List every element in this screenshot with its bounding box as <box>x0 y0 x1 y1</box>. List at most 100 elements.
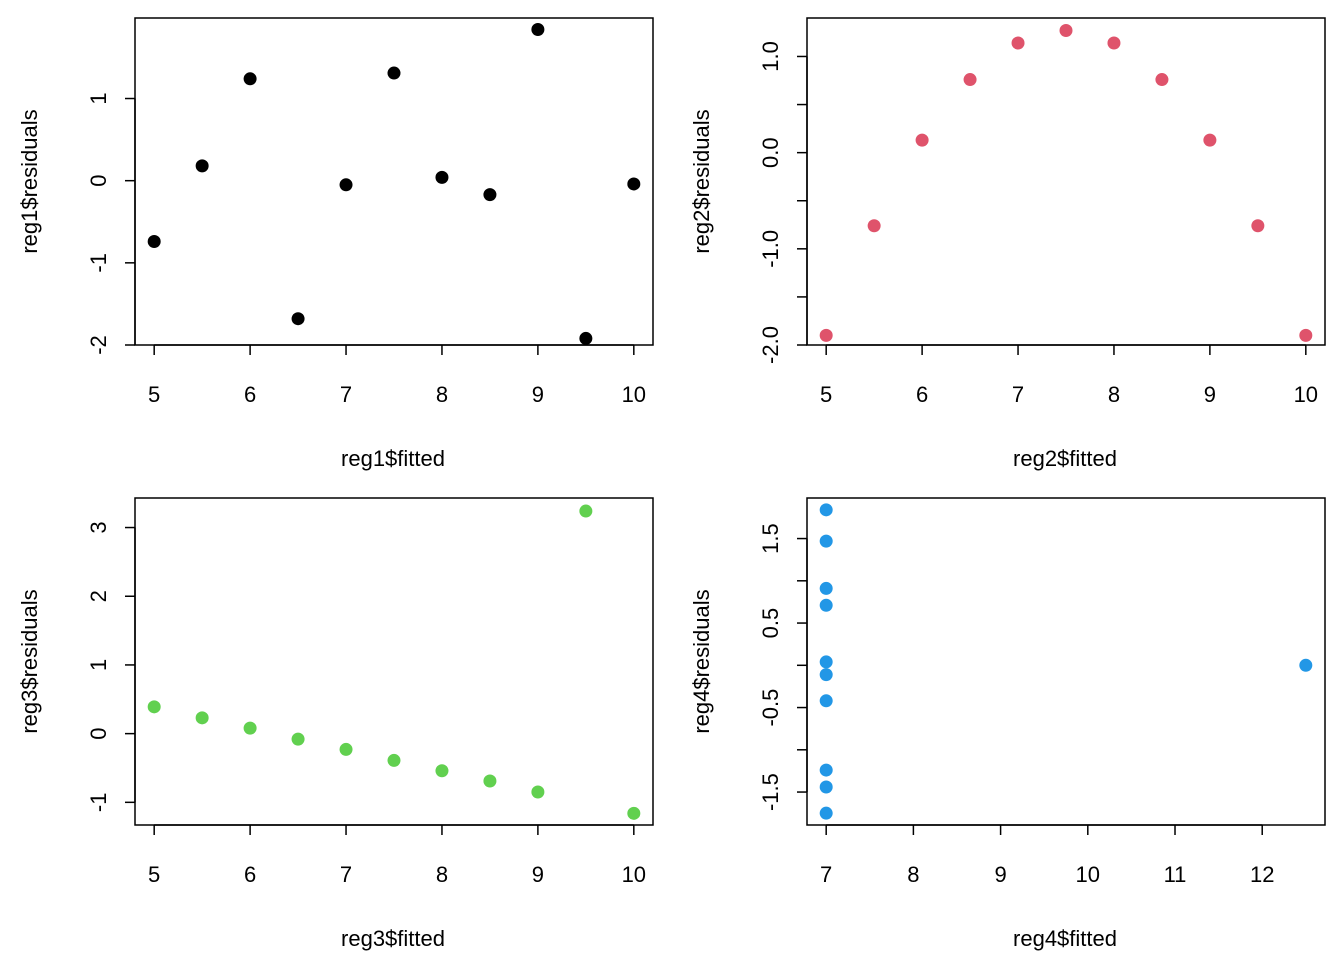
data-point <box>915 133 929 147</box>
x-tick-label: 5 <box>148 382 160 407</box>
y-tick-label: 1 <box>86 92 111 104</box>
x-tick-label: 10 <box>1294 382 1318 407</box>
data-point <box>867 219 881 233</box>
scatter-panel-1: 5 6 7 8 9 10 -2 -1 0 1 reg1$fitted reg1$residuals <box>17 17 654 471</box>
data-point <box>291 312 305 326</box>
data-point <box>1299 328 1313 342</box>
x-tick-label: 8 <box>907 862 919 887</box>
y-tick-label: -1.0 <box>758 230 783 268</box>
data-point <box>483 188 497 202</box>
data-point <box>195 711 209 725</box>
y-axis-label: reg1$residuals <box>17 109 42 253</box>
x-tick-label: 9 <box>532 862 544 887</box>
data-point <box>1155 73 1169 87</box>
x-tick-label: 5 <box>820 382 832 407</box>
y-tick-label: 1 <box>86 659 111 671</box>
data-point <box>1059 24 1073 38</box>
data-point <box>819 806 833 820</box>
x-tick-label: 8 <box>436 862 448 887</box>
plot-frame <box>806 497 1326 826</box>
data-point <box>339 178 353 192</box>
data-point <box>147 234 161 248</box>
data-point <box>387 66 401 80</box>
x-tick-label: 10 <box>622 862 646 887</box>
data-point <box>531 785 545 799</box>
y-axis-label: reg2$residuals <box>689 109 714 253</box>
x-tick-label: 10 <box>622 382 646 407</box>
data-point <box>819 694 833 708</box>
data-point <box>819 668 833 682</box>
y-tick-label: -1 <box>86 793 111 813</box>
data-point <box>195 159 209 173</box>
data-point <box>819 534 833 548</box>
data-point <box>819 503 833 517</box>
data-point <box>627 806 641 820</box>
data-point <box>579 331 593 345</box>
y-axis-label: reg3$residuals <box>17 589 42 733</box>
scatter-panel-4: 7 8 9 10 11 12 -1.5 -0.5 0.5 1.5 reg4$fitted reg4$r… <box>689 497 1326 951</box>
x-tick-label: 7 <box>340 862 352 887</box>
data-point <box>1251 219 1265 233</box>
data-point <box>339 742 353 756</box>
data-point <box>819 581 833 595</box>
data-point <box>243 72 257 86</box>
y-tick-label: 2 <box>86 590 111 602</box>
y-tick-label: 0 <box>86 728 111 740</box>
y-tick-label: 0.0 <box>758 137 783 168</box>
x-tick-label: 8 <box>1108 382 1120 407</box>
scatter-panel-2: 5 6 7 8 9 10 -2.0 -1.0 0.0 1.0 reg2$fitted reg2$res… <box>689 17 1326 471</box>
y-tick-label: -1 <box>86 253 111 273</box>
data-point <box>483 774 497 788</box>
data-point <box>819 328 833 342</box>
data-point <box>147 700 161 714</box>
data-point <box>819 763 833 777</box>
y-tick-label: 0 <box>86 175 111 187</box>
x-tick-label: 8 <box>436 382 448 407</box>
x-axis-label: reg4$fitted <box>1013 926 1117 951</box>
y-tick-label: -1.5 <box>758 773 783 811</box>
data-point <box>627 177 641 191</box>
x-tick-label: 11 <box>1164 862 1187 887</box>
data-point <box>435 764 449 778</box>
x-tick-label: 5 <box>148 862 160 887</box>
data-point <box>531 23 545 37</box>
x-tick-label: 7 <box>340 382 352 407</box>
x-tick-label: 6 <box>244 382 256 407</box>
x-tick-label: 7 <box>1012 382 1024 407</box>
data-point <box>579 504 593 518</box>
data-point <box>1203 133 1217 147</box>
data-point <box>243 721 257 735</box>
x-tick-label: 6 <box>244 862 256 887</box>
data-point <box>1107 36 1121 50</box>
x-tick-label: 6 <box>916 382 928 407</box>
data-point <box>963 73 977 87</box>
y-tick-label: 0.5 <box>758 608 783 639</box>
x-tick-label: 9 <box>1204 382 1216 407</box>
x-axis-label: reg3$fitted <box>341 926 445 951</box>
data-point <box>387 753 401 767</box>
x-tick-label: 10 <box>1076 862 1100 887</box>
y-tick-label: 3 <box>86 521 111 533</box>
data-point <box>819 655 833 669</box>
data-point <box>819 598 833 612</box>
y-tick-label: -2.0 <box>758 326 783 364</box>
x-tick-label: 12 <box>1250 862 1274 887</box>
y-tick-label: -0.5 <box>758 689 783 727</box>
y-tick-label: -2 <box>86 335 111 355</box>
y-tick-label: 1.5 <box>758 523 783 554</box>
plot-frame <box>134 497 654 826</box>
data-point <box>819 780 833 794</box>
data-point <box>1011 36 1025 50</box>
scatter-panel-3: 5 6 7 8 9 10 -1 0 1 2 3 reg3$fitted reg3$residuals <box>17 497 654 951</box>
y-tick-label: 1.0 <box>758 41 783 72</box>
x-axis-label: reg1$fitted <box>341 446 445 471</box>
x-tick-label: 7 <box>820 862 832 887</box>
x-tick-label: 9 <box>994 862 1006 887</box>
data-point <box>291 732 305 746</box>
data-point <box>1299 658 1313 672</box>
y-axis-label: reg4$residuals <box>689 589 714 733</box>
x-axis-label: reg2$fitted <box>1013 446 1117 471</box>
x-tick-label: 9 <box>532 382 544 407</box>
plot-frame <box>806 17 1326 346</box>
